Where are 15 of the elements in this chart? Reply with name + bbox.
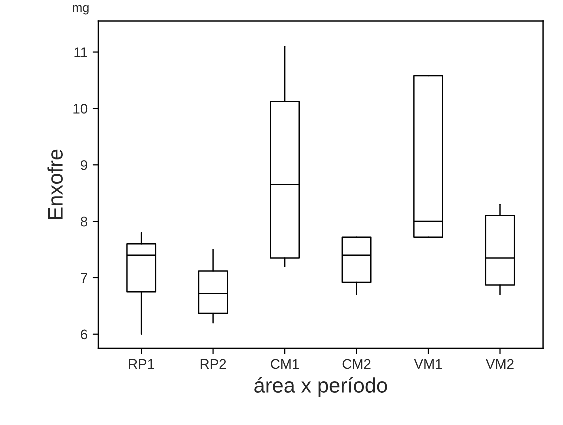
text: mg	[73, 5, 89, 15]
x-tick-label: CM1	[271, 359, 300, 370]
x-tick-label: VM2	[486, 359, 514, 369]
y-axis-title: Enxofre	[48, 150, 63, 220]
x-tick-label: VM1	[414, 359, 442, 369]
x-tick-label: CM2	[342, 359, 371, 370]
x-axis-title: área x período	[254, 377, 388, 398]
y-tick-label: 6	[81, 330, 88, 340]
y-tick-label: 7	[81, 273, 88, 284]
y-tick-label: 8	[80, 216, 88, 227]
y-tick-label: 11	[74, 48, 88, 58]
y-tick-label: 9	[81, 160, 88, 170]
y-tick-label: 10	[74, 104, 88, 114]
x-tick-label: RP1	[129, 359, 154, 369]
x-tick-label: RP2	[200, 359, 226, 369]
